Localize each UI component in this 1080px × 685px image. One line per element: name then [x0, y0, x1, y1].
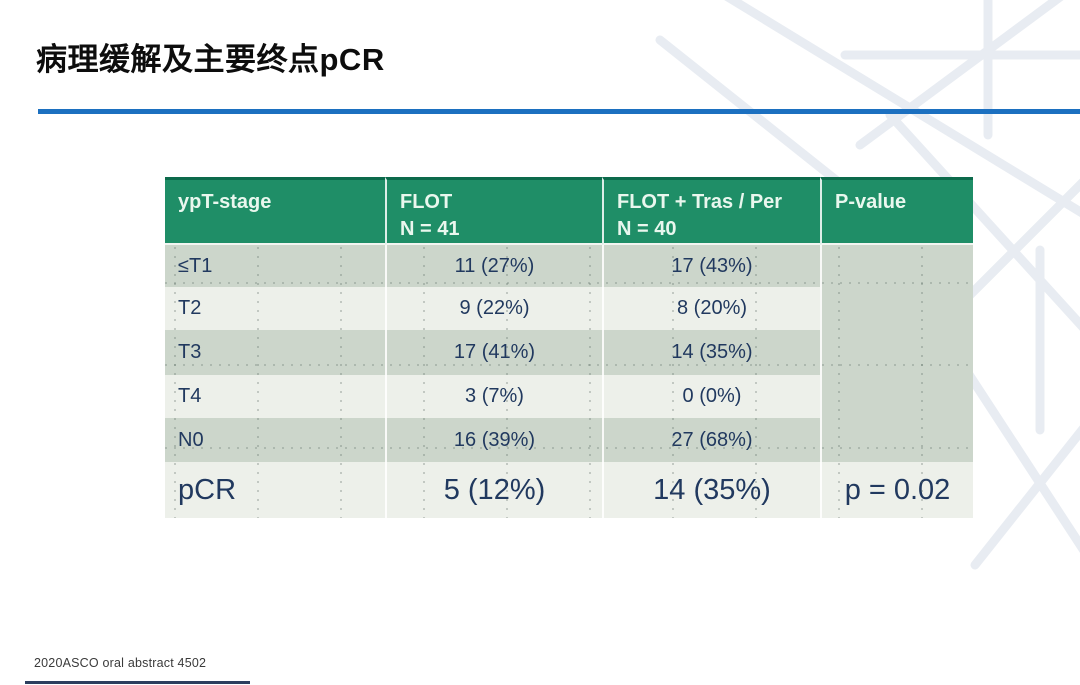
row-t2-flot-value: 9 (22%) [385, 287, 602, 330]
row-n0-stage: N0 [165, 418, 385, 462]
row-let1-flot-value: 11 (27%) [385, 245, 602, 287]
row-pcr-flot-value: 5 (12%) [385, 462, 602, 518]
header-label-flot-tras-per: FLOT + Tras / Per [617, 191, 783, 213]
row-t2-combo-value: 8 (20%) [602, 287, 820, 330]
title-underline [38, 109, 1080, 114]
header-cell-flot: FLOT N = 41 [385, 177, 602, 245]
header-label-ypt-stage: ypT-stage [178, 191, 272, 213]
row-t4-flot-value: 3 (7%) [385, 375, 602, 418]
row-n0-flot-value: 16 (39%) [385, 418, 602, 462]
header-label-flot-tras-per-n: N = 40 [617, 218, 677, 240]
header-label-flot: FLOT [400, 191, 453, 213]
header-label-p-value: P-value [835, 191, 907, 213]
header-label-flot-n: N = 41 [400, 218, 460, 240]
row-n0-combo-value: 27 (68%) [602, 418, 820, 462]
row-t3-flot-value: 17 (41%) [385, 330, 602, 375]
slide-title: 病理缓解及主要终点pCR [36, 42, 385, 77]
results-table: ypT-stage FLOT N = 41 FLOT + Tras / Per … [165, 177, 973, 518]
footer-citation: 2020ASCO oral abstract 4502 [34, 656, 207, 670]
bottom-accent-line [25, 681, 250, 684]
header-cell-ypt-stage: ypT-stage [165, 177, 385, 245]
row-let1-combo-value: 17 (43%) [602, 245, 820, 287]
row-pcr-combo-value: 14 (35%) [602, 462, 820, 518]
header-cell-p-value: P-value [820, 177, 973, 245]
row-t4-stage: T4 [165, 375, 385, 418]
header-cell-flot-tras-per: FLOT + Tras / Per N = 40 [602, 177, 820, 245]
row-let1-stage: ≤T1 [165, 245, 385, 287]
row-t3-combo-value: 14 (35%) [602, 330, 820, 375]
row-t2-stage: T2 [165, 287, 385, 330]
results-table-grid: ypT-stage FLOT N = 41 FLOT + Tras / Per … [165, 177, 973, 518]
row-pcr-p-value: p = 0.02 [820, 462, 973, 518]
row-t3-stage: T3 [165, 330, 385, 375]
row-t4-combo-value: 0 (0%) [602, 375, 820, 418]
p-value-merged-empty-cell [820, 245, 973, 462]
row-pcr-stage: pCR [165, 462, 385, 518]
